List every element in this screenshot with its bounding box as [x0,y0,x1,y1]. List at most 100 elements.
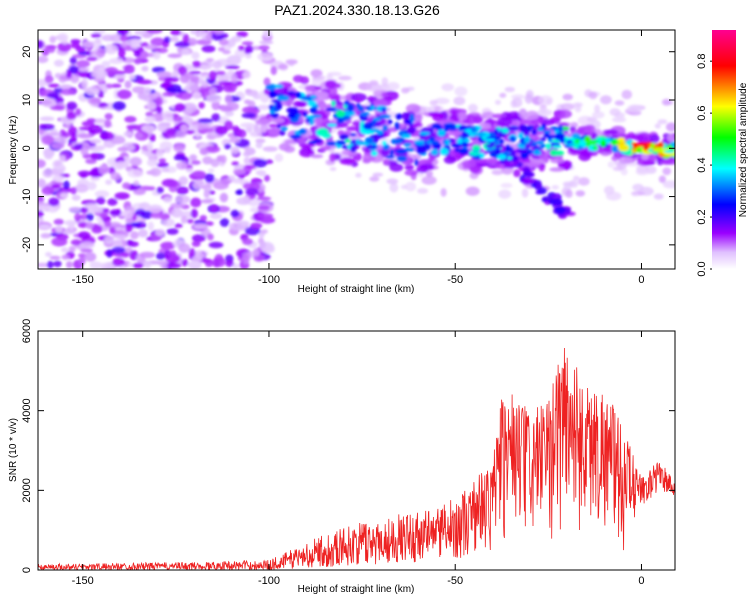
spectrogram-blob [479,152,485,159]
spectrogram-blob [242,71,251,79]
spectrogram-blob [44,151,54,160]
spectrogram-blob [335,110,346,118]
spectrogram-blob [565,189,573,198]
spectrogram-blob [166,262,182,269]
spectrogram-blob [501,128,509,134]
spectrogram-blob [96,48,106,58]
spectrogram-blob [68,245,76,253]
spectrogram-blob [104,44,118,55]
spectrogram-blob [66,112,77,120]
spectrogram-blob [345,138,352,143]
spectrogram-blob [165,127,177,136]
spectrogram-blob [429,100,438,106]
spectrogram-blob [370,105,375,110]
spectrogram-blob [160,241,176,250]
spectrogram-blob [665,100,674,105]
spectrogram-blob [135,132,143,139]
spectrogram-blob [288,60,295,67]
spectrogram-blob [163,196,173,203]
spectrogram-blob [510,150,515,158]
spectrogram-blob [381,92,388,98]
spectrogram-blob [199,147,209,156]
spectrogram-blob [264,174,270,182]
spectrogram-blob [465,128,472,133]
spectrogram-blob [46,204,59,213]
spectrogram-blob [662,180,675,189]
spectrogram-blob [537,187,547,195]
spectrogram-blob [405,181,417,192]
spectrogram-blob [218,80,232,86]
spectrogram-blob [404,169,419,176]
spectrogram-blob [334,121,349,128]
spectrogram-blob [277,95,290,102]
spectrogram-blob [100,262,108,269]
spectrogram-blob [147,221,154,231]
spectrogram-blob [578,177,590,186]
spectrogram-blob [122,182,131,190]
spectrogram-blob [336,140,347,145]
spectrogram-blob [204,173,215,183]
spectrogram-blob [534,140,545,145]
spectrogram-blob [274,153,284,162]
spectrogram-blob [170,202,185,209]
spectrogram-blob [310,69,323,78]
spectrogram-blob [523,130,530,137]
spectrogram-blob [242,151,251,157]
spectrogram-blob [394,122,400,130]
spectrogram-blob [229,137,241,144]
spectrogram-blob [653,193,664,200]
spectrogram-blob [543,130,552,134]
spectrogram-blob [207,233,214,241]
spectrogram-blob [227,38,236,48]
spectrogram-blob [530,119,544,124]
spectrogram-blob [146,101,157,110]
spectrogram-blob [258,213,274,219]
spectrogram-blob [486,157,498,165]
spectrogram-blob [409,123,414,127]
spectrogram-blob [546,98,553,105]
spectrogram-blob [192,182,201,190]
spectrogram-x-ticks: -150 -100 -50 0 [72,30,645,286]
spectrogram-blob [553,150,565,156]
spectrogram-blob [263,77,271,86]
spectrogram-blob [278,63,289,70]
spectrogram-blob [94,190,110,198]
spectrogram-blob [430,148,439,156]
colorbar-tick-label: 0.8 [696,54,708,69]
spectrogram-blob [231,125,240,132]
spectrogram-blob [109,57,124,65]
spectrogram-blob [231,161,240,166]
spectrogram-blob [363,122,373,130]
snr-y-label: SNR (10 * v/v) [8,418,19,482]
spectrogram-blob [51,183,61,189]
spectrogram-blob [70,187,77,195]
spectrogram-blob [414,139,427,146]
spectrogram-blob [61,254,70,260]
spectrogram-blob [260,229,268,234]
spectrogram-blob [414,114,423,119]
spectrogram-blob [518,108,528,119]
spectrogram-blob [105,179,112,185]
spectrogram-blob [307,100,317,107]
spectrogram-blob [314,91,329,101]
spectrogram-blob [40,233,52,239]
spectrogram-blob [202,156,213,165]
spectrogram-blob [70,39,81,44]
spectrogram-blob [609,108,621,117]
spectrogram-blob [250,222,263,230]
spectrogram-blob [98,83,106,90]
spectrogram-blob [155,229,166,237]
spectrogram-blob [650,142,655,150]
spectrogram-blob [519,124,528,132]
spectrogram-blob [369,176,380,182]
spectrogram-blob [133,50,141,57]
spectrogram-blob [494,144,503,149]
spectrogram-blob [176,161,188,170]
spectrogram-blob [198,102,205,109]
spectrogram-blob [53,260,62,268]
spectrogram-blob [299,143,316,148]
spectrogram-blob [181,259,189,267]
spectrogram-blob [255,141,263,149]
spectrogram-blob [170,30,182,36]
spectrogram-blob [304,85,315,91]
